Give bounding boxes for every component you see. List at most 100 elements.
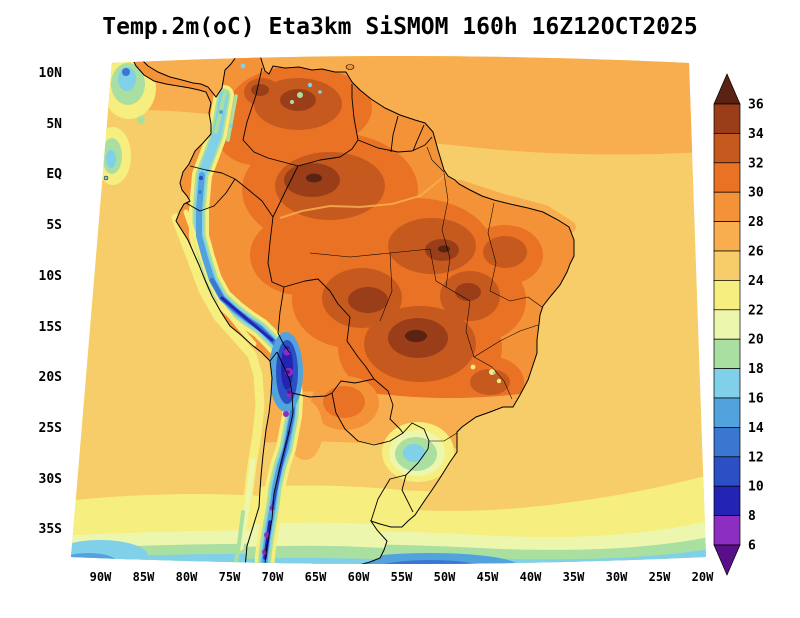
lon-label-35W: 35W — [562, 570, 585, 584]
lat-label-30S: 30S — [38, 471, 62, 487]
andes-magenta-dot — [283, 348, 291, 356]
lon-label-90W: 90W — [89, 570, 112, 584]
west-cool-dot — [137, 116, 145, 124]
andes-deep-cold-dot — [287, 390, 291, 394]
hot-blob — [483, 236, 527, 268]
hottest-blob — [251, 84, 269, 96]
ne-coastal-warm-water — [454, 180, 576, 233]
hottest-blob — [455, 283, 481, 301]
south-ocean-band-16-18 — [71, 544, 706, 564]
south-cold-blob — [342, 553, 518, 564]
extreme-heat-spot — [306, 173, 322, 183]
colorbar-box — [713, 280, 741, 311]
colorbar-box — [713, 456, 741, 487]
colorbar-label-26: 26 — [748, 245, 764, 260]
nw-cool-patch-blue-dot — [122, 68, 130, 76]
colorbar-box — [713, 250, 741, 281]
lat-label-EQ: EQ — [46, 167, 62, 183]
north-warm-water-band — [71, 56, 706, 155]
amazon-river-trace — [279, 174, 447, 219]
colorbar-box — [713, 133, 741, 164]
lon-label-20W: 20W — [691, 570, 714, 584]
ecuador-volcano-dot — [198, 190, 202, 194]
sbrazil-cool-pocket-cyan — [403, 444, 425, 462]
peru-andes-cold-segment — [220, 296, 274, 342]
colorbar-label-6: 6 — [748, 539, 756, 554]
se-highland-cool-speck — [470, 364, 476, 370]
colorbar-box — [713, 162, 741, 193]
guiana-highland-cool-dot — [318, 90, 322, 94]
colorbar-box — [713, 515, 741, 546]
santa-marta-cold-dot — [240, 63, 246, 69]
hot-blob — [470, 369, 510, 395]
altiplano-coldest — [281, 346, 293, 390]
colorbar-arrow-bottom — [713, 544, 741, 576]
colorbar-label-20: 20 — [748, 333, 764, 348]
colorbar-box — [713, 191, 741, 222]
ecuador-volcano-dot — [198, 175, 204, 181]
lat-label-5N: 5N — [46, 116, 62, 132]
hottest-blob — [280, 89, 316, 111]
hottest-blob — [348, 287, 388, 313]
model-domain — [71, 56, 706, 564]
galapagos-island — [103, 175, 109, 181]
colorbar-label-30: 30 — [748, 186, 764, 201]
se-highland-cool-speck — [492, 371, 496, 375]
colombia-cold-dot — [229, 124, 233, 128]
lon-label-85W: 85W — [132, 570, 155, 584]
colorbar: 36 34 32 30 28 26 24 22 20 18 16 14 12 10 8 6 — [713, 73, 764, 576]
lon-label-45W: 45W — [476, 570, 499, 584]
extreme-heat-spot — [405, 330, 427, 342]
colorbar-label-32: 32 — [748, 156, 764, 171]
colorbar-box — [713, 338, 741, 369]
se-highland-cool-speck — [496, 378, 502, 384]
colorbar-box — [713, 368, 741, 399]
colorbar-label-8: 8 — [748, 509, 756, 524]
colorbar-label-22: 22 — [748, 303, 764, 318]
lat-label-15S: 15S — [38, 319, 62, 335]
lat-label-35S: 35S — [38, 522, 62, 538]
lon-label-30W: 30W — [605, 570, 628, 584]
lat-label-20S: 20S — [38, 370, 62, 386]
lon-label-65W: 65W — [304, 570, 327, 584]
colorbar-label-18: 18 — [748, 362, 764, 377]
lat-label-10N: 10N — [38, 66, 62, 81]
state-borders — [309, 146, 543, 442]
colorbar-box — [713, 397, 741, 428]
colorbar-box — [713, 221, 741, 252]
guiana-highland-cool-dot — [297, 92, 303, 98]
galapagos-island — [96, 170, 102, 176]
colorbar-label-12: 12 — [748, 450, 764, 465]
country-borders — [185, 67, 433, 564]
lon-label-75W: 75W — [218, 570, 241, 584]
lon-label-70W: 70W — [261, 570, 284, 584]
lon-label-55W: 55W — [390, 570, 413, 584]
guiana-highland-cool-dot — [307, 82, 313, 88]
lat-label-10S: 10S — [38, 268, 62, 284]
lat-label-25S: 25S — [38, 420, 62, 436]
andes-magenta-dot — [283, 411, 289, 417]
guiana-highland-cool-dot — [290, 100, 294, 104]
andes-magenta-dot — [269, 505, 275, 511]
colorbar-box — [713, 103, 741, 134]
colorbar-label-10: 10 — [748, 480, 764, 495]
humboldt-coastal-strip-cold — [234, 510, 245, 564]
lon-label-40W: 40W — [519, 570, 542, 584]
lat-label-5S: 5S — [46, 218, 62, 234]
colombia-cold-dot — [219, 110, 223, 114]
colombia-cordillera-strip — [226, 94, 238, 142]
colorbar-label-34: 34 — [748, 127, 764, 142]
colorbar-label-16: 16 — [748, 392, 764, 407]
colorbar-box — [713, 485, 741, 516]
lon-label-60W: 60W — [347, 570, 370, 584]
colorbar-box — [713, 309, 741, 340]
plot-title: Temp.2m(oC) Eta3km SiSMOM 160h 16Z12OCT2… — [102, 14, 698, 40]
colorbar-label-14: 14 — [748, 421, 764, 436]
galapagos-island — [92, 179, 96, 183]
colorbar-label-28: 28 — [748, 215, 764, 230]
lon-label-25W: 25W — [648, 570, 671, 584]
colorbar-box — [713, 427, 741, 458]
colorbar-label-36: 36 — [748, 98, 764, 113]
